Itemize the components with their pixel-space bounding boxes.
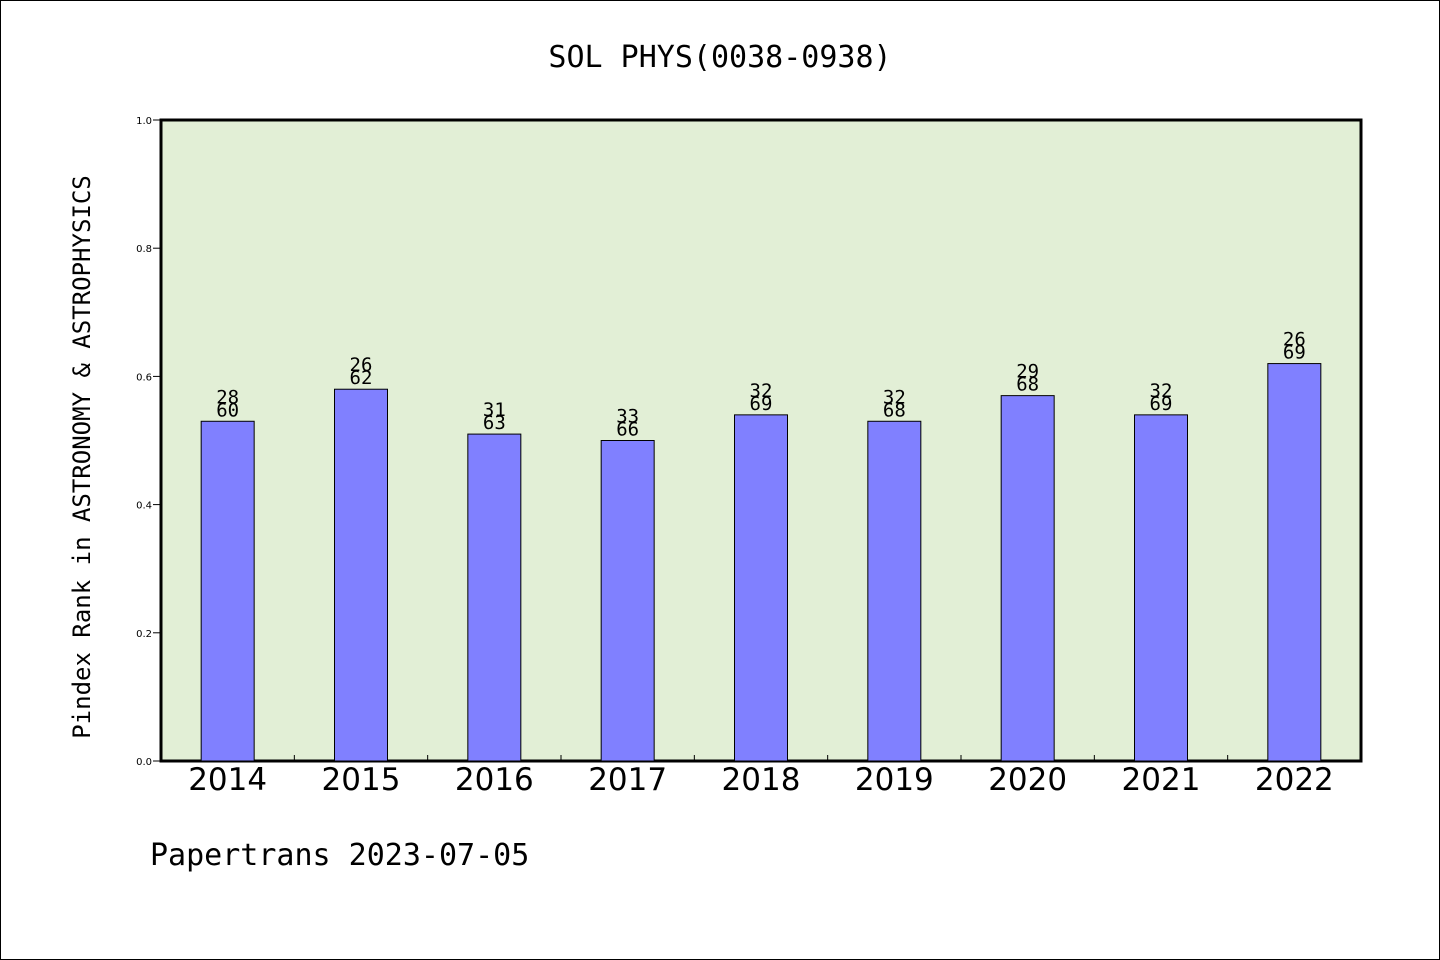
bar-label-total: 69 [1283, 342, 1306, 364]
bar [734, 414, 788, 762]
bar-label-total: 69 [750, 393, 773, 415]
bar [867, 420, 922, 762]
x-tick-label: 2015 [322, 762, 401, 798]
x-axis-ticks [293, 755, 1229, 761]
bar [1267, 363, 1322, 762]
bar-label-rank: 33 [616, 406, 639, 428]
x-tick-label: 2020 [988, 762, 1067, 798]
bar-label-rank: 32 [1150, 380, 1173, 402]
bar-label-rank: 26 [350, 354, 373, 376]
x-tick-label: 2021 [1122, 762, 1201, 798]
y-axis-label: Pindex Rank in ASTRONOMY & ASTROPHYSICS [68, 175, 96, 739]
bar-label-rank: 32 [750, 380, 773, 402]
x-tick-label: 2014 [188, 762, 267, 798]
y-tick-label: 0.8 [136, 244, 152, 255]
bar-label-rank: 26 [1283, 329, 1306, 351]
bar-label-rank: 32 [883, 386, 906, 408]
x-tick-label: 2019 [855, 762, 934, 798]
bar [600, 440, 655, 762]
bar-label-total: 68 [1016, 374, 1039, 396]
x-tick-label: 2018 [722, 762, 801, 798]
bar-label-rank: 29 [1016, 361, 1039, 383]
x-tick-label: 2016 [455, 762, 534, 798]
y-tick-label: 0.4 [136, 501, 152, 512]
bar-label-total: 60 [216, 399, 239, 421]
y-axis-ticks: 0.0 0.2 0.4 0.6 0.8 1.0 [136, 116, 161, 768]
bar-series [200, 363, 1322, 762]
y-tick-label: 1.0 [136, 116, 152, 127]
bar [1000, 395, 1055, 762]
bar [467, 433, 522, 762]
bar-label-rank: 28 [216, 386, 239, 408]
x-tick-label: 2017 [588, 762, 667, 798]
x-tick-label: 2022 [1255, 762, 1334, 798]
bar-label-total: 63 [483, 412, 506, 434]
chart-title: SOL PHYS(0038-0938) [548, 40, 891, 75]
y-tick-label: 0.0 [136, 757, 152, 768]
bar [1134, 414, 1188, 762]
x-axis-tick-labels: 2014 2015 2016 2017 2018 2019 2020 2021 2022 [188, 762, 1334, 798]
y-tick-label: 0.6 [136, 372, 152, 383]
bar [334, 388, 388, 762]
bar-label-total: 68 [883, 399, 906, 421]
bar-label-total: 69 [1150, 393, 1173, 415]
bar [200, 420, 255, 762]
bar-label-total: 66 [616, 419, 639, 441]
footer-credit: Papertrans 2023-07-05 [150, 838, 529, 873]
bar-label-total: 62 [350, 367, 373, 389]
bar-label-rank: 31 [483, 399, 506, 421]
y-tick-label: 0.2 [136, 629, 152, 640]
